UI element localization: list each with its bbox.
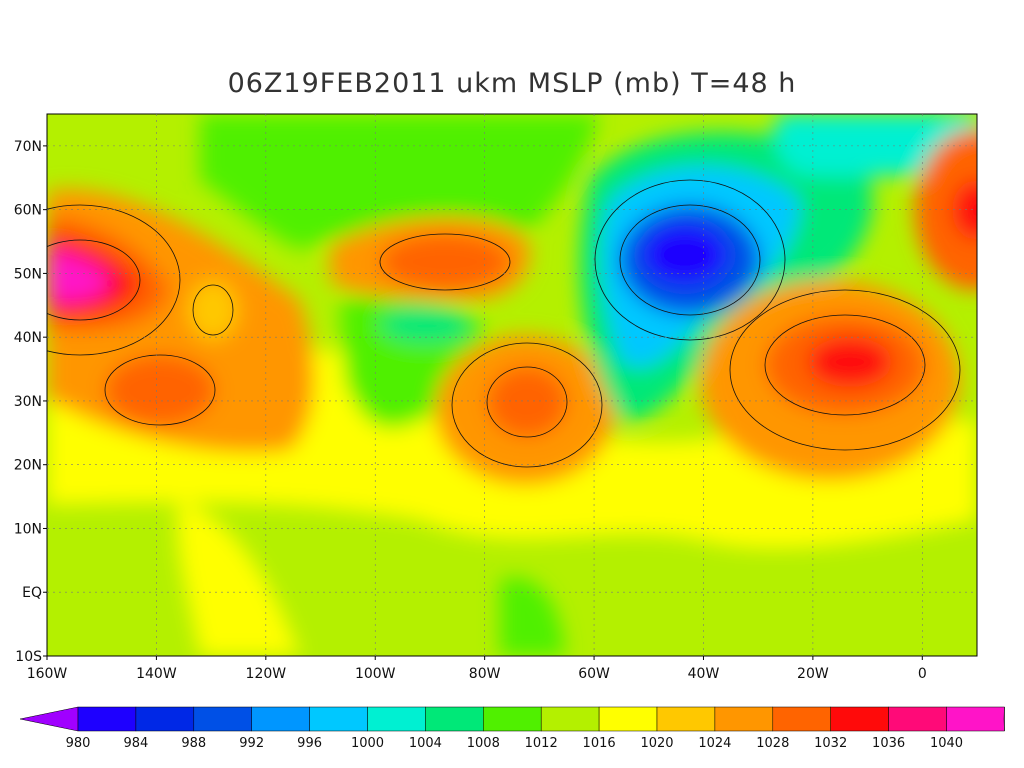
colorbar-swatch xyxy=(772,706,831,732)
lat-tick-label: 40N xyxy=(14,330,42,346)
colorbar-label: 988 xyxy=(181,736,206,751)
latitude-gridlines xyxy=(47,145,977,593)
colorbar-swatch xyxy=(888,706,947,732)
isobar xyxy=(379,233,511,291)
isobar xyxy=(486,366,568,438)
atlantic-low-core xyxy=(643,225,727,285)
colorbar-swatch xyxy=(830,706,889,732)
colorbar-label: 1040 xyxy=(930,736,963,751)
lat-tick-label: 50N xyxy=(14,266,42,282)
colorbar-label: 1024 xyxy=(698,736,731,751)
lat-tick-label: 60N xyxy=(14,203,42,219)
lat-tick-label: 10N xyxy=(14,521,42,537)
european-high xyxy=(915,130,977,290)
lon-tick-label: 100W xyxy=(355,666,396,682)
west-atlantic-high-core xyxy=(487,367,567,437)
isobar-lines xyxy=(47,179,961,468)
colorbar-swatch xyxy=(598,706,658,732)
isobar xyxy=(47,204,181,356)
map-frame xyxy=(46,113,978,657)
isobar xyxy=(729,289,961,451)
great-lakes-low xyxy=(380,307,470,343)
colorbar-label: 1032 xyxy=(814,736,847,751)
longitude-gridlines xyxy=(156,114,923,656)
colorbar-label: 1000 xyxy=(351,736,384,751)
colorbar-label: 980 xyxy=(66,736,91,751)
azores-high-core xyxy=(808,337,892,387)
colorbar-label: 1004 xyxy=(409,736,442,751)
colorbar-swatch xyxy=(540,706,600,732)
lat-tick-label: 30N xyxy=(14,394,42,410)
lat-tick-label: 70N xyxy=(14,139,42,155)
colorbar-label: 1028 xyxy=(756,736,789,751)
colorbar-label: 992 xyxy=(239,736,264,751)
colorbar-labels: 980 984 988 992 996 1000 1004 1008 1012 1016 1020 1… xyxy=(66,736,963,751)
colorbar-label: 1020 xyxy=(640,736,673,751)
isobar xyxy=(192,284,234,336)
colorbar-swatch xyxy=(714,706,774,732)
lon-tick-label: 60W xyxy=(578,666,610,682)
colorbar-swatch xyxy=(193,706,252,732)
lon-tick-label: 80W xyxy=(469,666,501,682)
figure-title: 06Z19FEB2011 ukm MSLP (mb) T=48 h xyxy=(227,68,797,99)
colorbar-swatch xyxy=(309,706,368,732)
pressure-map-area xyxy=(47,114,977,656)
colorbar-label: 1036 xyxy=(872,736,905,751)
pacific-high-2 xyxy=(105,355,215,425)
colorbar-below-triangle xyxy=(19,706,79,732)
eastern-pacific-high xyxy=(188,280,238,340)
isobar xyxy=(594,179,786,341)
isobar xyxy=(619,204,761,316)
pacific-yellow xyxy=(177,500,300,656)
isobar xyxy=(764,314,926,416)
lat-tick-label: 20N xyxy=(14,458,42,474)
north-america-green xyxy=(200,114,600,250)
lon-tick-label: 20W xyxy=(797,666,829,682)
longitude-axis: 160W 140W 120W 100W 80W 60W 40W 20W 0 xyxy=(27,656,927,682)
latitude-axis: 70N 60N 50N 40N 30N 20N 10N EQ 10S xyxy=(14,139,47,665)
colorbar-label: 1012 xyxy=(525,736,558,751)
lat-tick-label: EQ xyxy=(22,585,42,601)
colorbar-swatch xyxy=(77,706,137,732)
canada-high-core xyxy=(380,234,510,290)
lon-tick-label: 0 xyxy=(918,666,927,682)
colorbar-swatch xyxy=(483,706,542,732)
pressure-field-layer xyxy=(47,114,977,656)
colorbar-label: 984 xyxy=(123,736,148,751)
colorbar-swatch xyxy=(251,706,310,732)
lon-tick-label: 160W xyxy=(27,666,68,682)
pacific-high-core2 xyxy=(47,250,110,302)
european-high-core xyxy=(952,180,977,240)
colorbar-swatch xyxy=(367,706,426,732)
colorbar-label: 1008 xyxy=(467,736,500,751)
lon-tick-label: 40W xyxy=(688,666,720,682)
isobar xyxy=(104,354,216,426)
colorbar-swatch xyxy=(425,706,484,732)
colorbar-swatch xyxy=(656,706,716,732)
isobar xyxy=(451,342,603,468)
colorbar-label: 1016 xyxy=(583,736,616,751)
lon-tick-label: 140W xyxy=(136,666,177,682)
colorbar-swatch xyxy=(946,706,1005,732)
colorbar xyxy=(19,706,1005,732)
isobar xyxy=(47,239,141,321)
southam-green xyxy=(500,577,565,656)
lon-tick-label: 120W xyxy=(246,666,287,682)
lat-tick-label: 10S xyxy=(15,649,42,665)
colorbar-swatch xyxy=(135,706,195,732)
colorbar-label: 996 xyxy=(297,736,322,751)
